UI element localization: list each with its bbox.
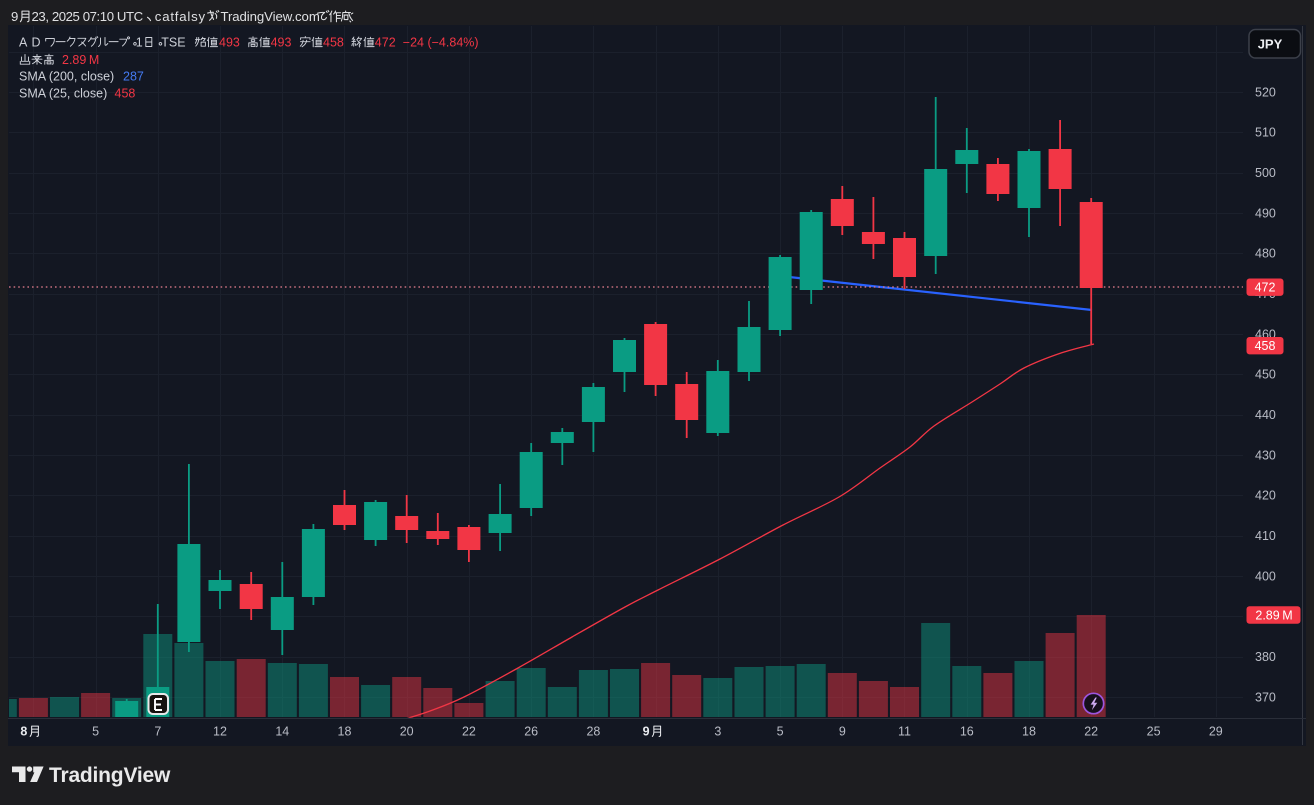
svg-text:20: 20 xyxy=(400,725,414,739)
svg-text:450: 450 xyxy=(1255,368,1276,382)
svg-text:3: 3 xyxy=(714,725,721,739)
svg-text:catfalsy: catfalsy xyxy=(155,9,206,24)
svg-text:2.89 M: 2.89 M xyxy=(62,53,99,67)
svg-text:12: 12 xyxy=(213,725,227,739)
svg-text:370: 370 xyxy=(1255,690,1276,704)
svg-text:458: 458 xyxy=(115,86,136,100)
svg-text:16: 16 xyxy=(960,725,974,739)
svg-text:472: 472 xyxy=(375,35,396,49)
svg-text:5: 5 xyxy=(92,725,99,739)
svg-text:18: 18 xyxy=(1022,725,1036,739)
svg-text:11: 11 xyxy=(898,725,911,739)
svg-text:A: A xyxy=(19,35,28,49)
svg-text:28: 28 xyxy=(586,725,600,739)
svg-text:SMA (200, close): SMA (200, close) xyxy=(19,69,114,83)
svg-text:287: 287 xyxy=(123,69,144,83)
svg-text:380: 380 xyxy=(1255,650,1276,664)
svg-text:22: 22 xyxy=(462,725,476,739)
svg-text:25: 25 xyxy=(1147,725,1161,739)
svg-text:9: 9 xyxy=(11,9,18,24)
svg-text:440: 440 xyxy=(1255,408,1276,422)
svg-text:TradingView.com: TradingView.com xyxy=(221,9,320,24)
svg-text:JPY: JPY xyxy=(1258,37,1283,52)
svg-text:472: 472 xyxy=(1255,281,1276,295)
svg-text:493: 493 xyxy=(219,35,240,49)
svg-text:2.89 M: 2.89 M xyxy=(1255,608,1292,622)
svg-text:D: D xyxy=(32,35,41,49)
svg-text:29: 29 xyxy=(1209,725,1223,739)
svg-text:14: 14 xyxy=(275,725,289,739)
svg-text:520: 520 xyxy=(1255,85,1276,99)
svg-text:7: 7 xyxy=(154,725,161,739)
svg-text:5: 5 xyxy=(777,725,784,739)
svg-text:SMA (25, close): SMA (25, close) xyxy=(19,86,107,100)
svg-text:TradingView: TradingView xyxy=(49,764,171,787)
svg-text:480: 480 xyxy=(1255,247,1276,261)
svg-text:500: 500 xyxy=(1255,166,1276,180)
svg-text:510: 510 xyxy=(1255,126,1276,140)
svg-text:458: 458 xyxy=(323,35,344,49)
svg-text:430: 430 xyxy=(1255,448,1276,462)
svg-text:493: 493 xyxy=(271,35,292,49)
svg-text:23, 2025 07:10 UTC: 23, 2025 07:10 UTC xyxy=(32,9,144,24)
svg-text:22: 22 xyxy=(1084,725,1098,739)
svg-text:458: 458 xyxy=(1255,339,1276,353)
svg-text:9: 9 xyxy=(643,725,650,739)
svg-text:490: 490 xyxy=(1255,206,1276,220)
svg-text:420: 420 xyxy=(1255,489,1276,503)
svg-text:18: 18 xyxy=(338,725,352,739)
svg-text:TSE: TSE xyxy=(161,35,185,49)
svg-text:8: 8 xyxy=(20,725,27,739)
svg-text:400: 400 xyxy=(1255,569,1276,583)
svg-text:410: 410 xyxy=(1255,529,1276,543)
svg-text:26: 26 xyxy=(524,725,538,739)
svg-text:−24 (−4.84%): −24 (−4.84%) xyxy=(403,35,479,49)
svg-text:1: 1 xyxy=(136,35,143,49)
svg-text:9: 9 xyxy=(839,725,846,739)
